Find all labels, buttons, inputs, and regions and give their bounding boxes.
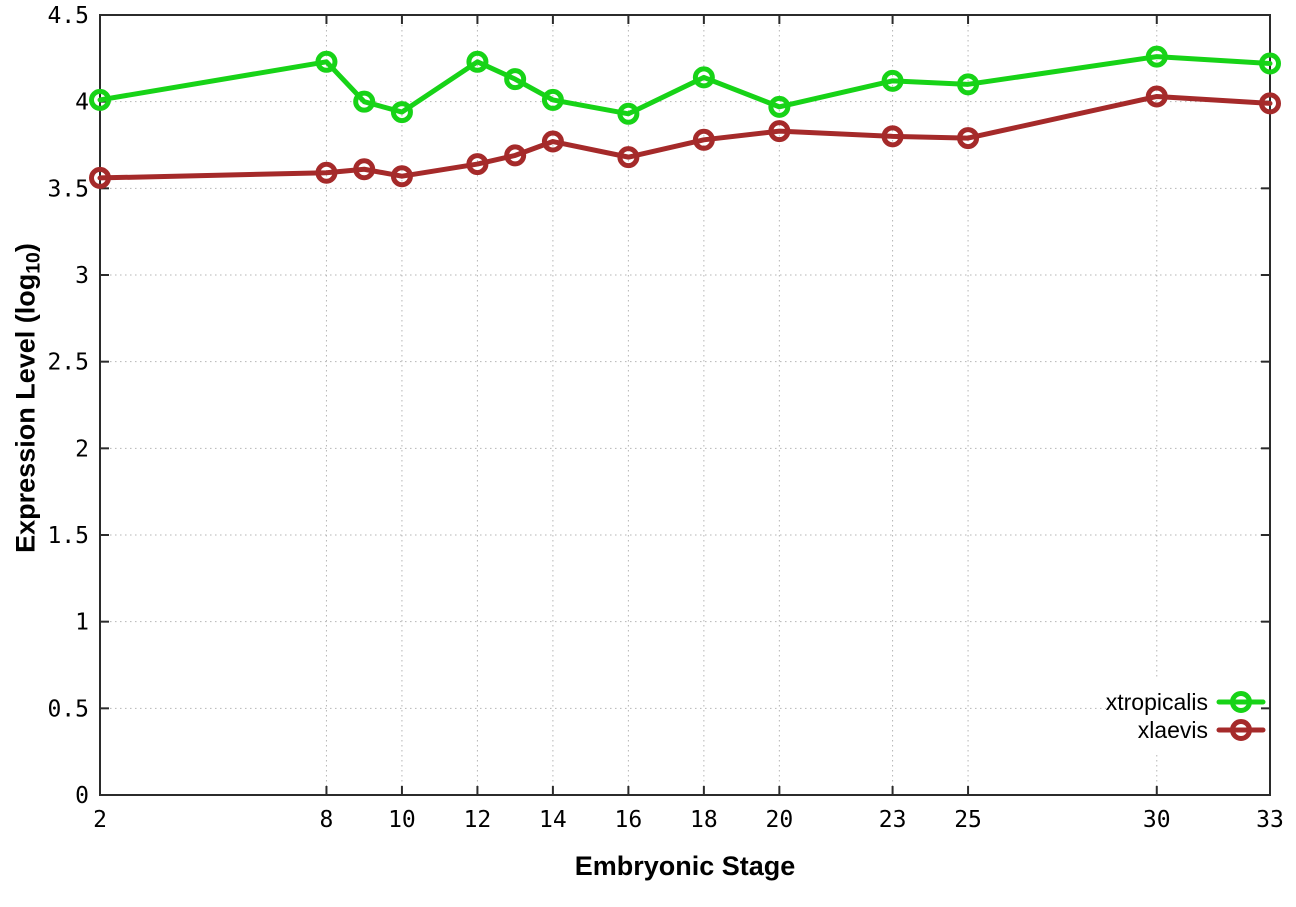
legend-label-xtropicalis: xtropicalis	[1105, 689, 1208, 715]
y-tick-label: 1	[75, 610, 89, 636]
data-point-xlaevis	[541, 130, 564, 153]
data-point-xtropicalis	[957, 73, 980, 96]
y-tick-label: 0.5	[47, 696, 89, 722]
legend-sample-marker-xtropicalis	[1230, 691, 1252, 713]
data-point-xtropicalis	[1145, 45, 1168, 68]
x-tick-label: 8	[320, 807, 334, 833]
data-point-xlaevis	[881, 125, 904, 148]
data-point-xlaevis	[466, 153, 489, 176]
data-point-xtropicalis	[541, 88, 564, 111]
data-point-xtropicalis	[466, 50, 489, 73]
data-point-xlaevis	[390, 165, 413, 188]
data-point-xlaevis	[768, 120, 791, 143]
data-point-xlaevis	[1145, 85, 1168, 108]
x-tick-label: 20	[766, 807, 794, 833]
y-tick-label: 4.5	[47, 3, 89, 29]
data-point-xtropicalis	[315, 50, 338, 73]
y-tick-label: 2	[75, 436, 89, 462]
x-tick-label: 25	[954, 807, 982, 833]
y-axis-title-suffix: )	[10, 243, 41, 253]
data-point-xlaevis	[1259, 92, 1281, 115]
data-point-xtropicalis	[353, 90, 376, 113]
data-point-xtropicalis	[1259, 52, 1281, 75]
x-axis-title: Embryonic Stage	[574, 851, 796, 881]
x-tick-label: 10	[388, 807, 416, 833]
data-point-xlaevis	[957, 127, 980, 150]
data-point-xlaevis	[692, 128, 715, 151]
x-tick-label: 33	[1256, 807, 1284, 833]
x-tick-label: 14	[539, 807, 567, 833]
x-tick-label: 2	[93, 807, 107, 833]
data-point-xtropicalis	[617, 102, 640, 125]
x-tick-label: 12	[464, 807, 492, 833]
x-tick-label: 23	[879, 807, 907, 833]
y-tick-label: 4	[75, 90, 89, 116]
data-point-xtropicalis	[881, 69, 904, 92]
data-point-xlaevis	[504, 144, 527, 167]
data-point-xtropicalis	[504, 68, 527, 91]
data-point-xtropicalis	[390, 101, 413, 124]
y-tick-label: 0	[75, 783, 89, 809]
x-tick-label: 18	[690, 807, 718, 833]
y-tick-label: 3	[75, 263, 89, 289]
legend-sample-marker-xlaevis	[1230, 719, 1252, 741]
data-point-xlaevis	[315, 161, 338, 184]
y-axis-title: Expression Level (log10)	[10, 243, 45, 553]
y-tick-label: 2.5	[47, 350, 89, 376]
data-point-xlaevis	[89, 166, 111, 189]
x-tick-label: 16	[615, 807, 643, 833]
x-tick-label: 30	[1143, 807, 1171, 833]
plot-border	[99, 14, 1271, 796]
legend-label-xlaevis: xlaevis	[1137, 717, 1208, 743]
y-axis-title-text: Expression Level (log	[10, 273, 41, 553]
data-point-xtropicalis	[768, 95, 791, 118]
y-tick-label: 3.5	[47, 176, 89, 202]
data-point-xtropicalis	[89, 88, 111, 111]
y-axis-title-subscript: 10	[22, 252, 45, 274]
y-tick-label: 1.5	[47, 523, 89, 549]
data-point-xlaevis	[353, 158, 376, 181]
data-point-xtropicalis	[692, 66, 715, 89]
data-point-xlaevis	[617, 146, 640, 169]
